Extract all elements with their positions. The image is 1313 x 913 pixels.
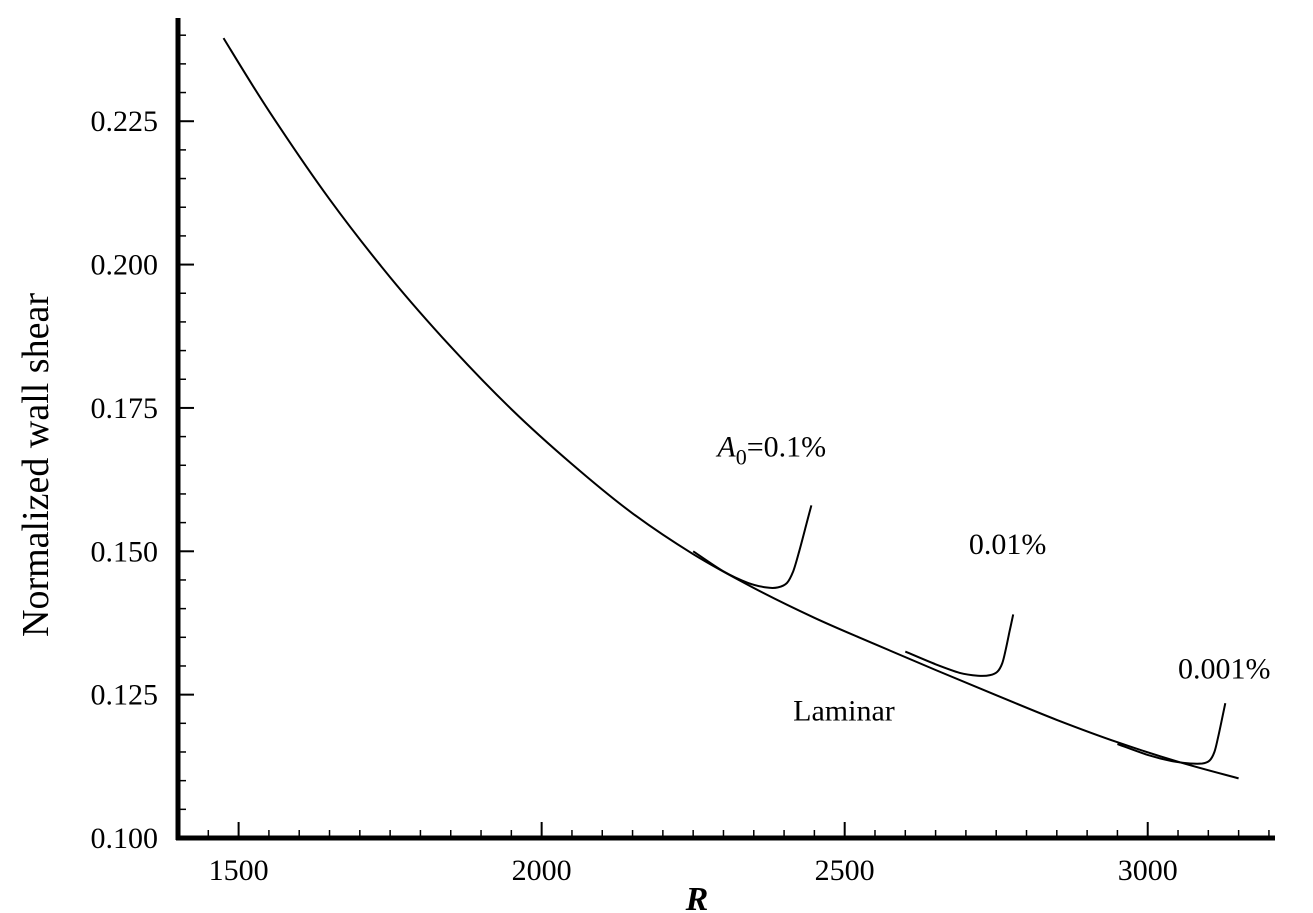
- disturbance-curve: [692, 505, 813, 589]
- annotations: A0=0.1% 0.01% 0.001% Laminar: [715, 431, 1270, 728]
- y-tick-label: 0.225: [91, 105, 159, 138]
- axes: [175, 18, 1275, 841]
- disturbance-curve: [904, 614, 1015, 677]
- x-tick-label: 1500: [209, 854, 269, 887]
- x-tick-label: 3000: [1118, 854, 1178, 887]
- y-tick-label: 0.150: [91, 535, 159, 568]
- laminar-curve: [222, 37, 1239, 780]
- ticks: 1500 2000 2500 3000 0.100 0.125 0.150 0.175 0.20…: [91, 34, 1270, 887]
- y-tick-label: 0.100: [91, 822, 159, 855]
- annotation-label: 0.001%: [1178, 653, 1271, 686]
- x-axis-title: R: [685, 881, 709, 913]
- annotation-label: A0=0.1%: [715, 431, 826, 470]
- y-axis-title: Normalized wall shear: [15, 293, 57, 637]
- x-tick-label: 2500: [815, 854, 875, 887]
- annotation-label: Laminar: [793, 694, 895, 727]
- y-tick-label: 0.125: [91, 679, 159, 712]
- disturbance-curve: [1117, 702, 1227, 765]
- y-tick-label: 0.175: [91, 392, 159, 425]
- series-lines: [222, 37, 1239, 780]
- y-tick-label: 0.200: [91, 249, 159, 282]
- annotation-label: 0.01%: [969, 528, 1046, 561]
- x-tick-label: 2000: [512, 854, 572, 887]
